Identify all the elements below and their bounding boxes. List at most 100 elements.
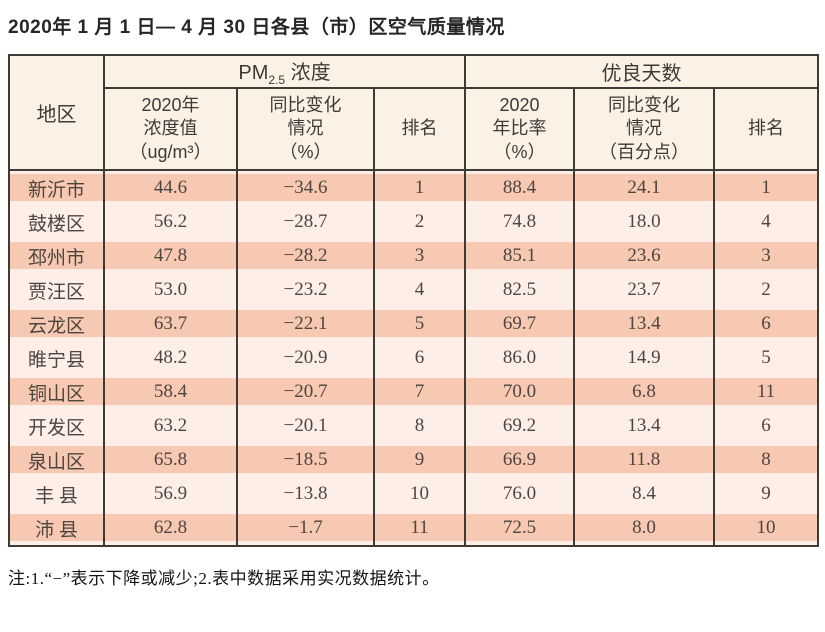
- cell-pm25-change: −20.1: [236, 409, 375, 443]
- header-group-pm25: PM2.5 浓度: [102, 54, 467, 89]
- cell-pm25-change: −1.7: [236, 511, 375, 546]
- cell-good-rate: 66.9: [464, 443, 576, 477]
- table-row: 鼓楼区 56.2 −28.7 2 74.8 18.0 4: [8, 205, 820, 239]
- cell-pm25-rank: 8: [372, 409, 467, 443]
- cell-good-rank: 1: [713, 170, 820, 205]
- pm25-label-suffix: 浓度: [285, 62, 331, 84]
- cell-region: 贾汪区: [8, 273, 105, 307]
- table-row: 云龙区 63.7 −22.1 5 69.7 13.4 6: [8, 307, 820, 341]
- cell-pm25-rank: 11: [372, 511, 467, 546]
- cell-good-rank: 10: [713, 511, 820, 546]
- header-group-row: 地区 PM2.5 浓度 优良天数: [8, 54, 820, 171]
- cell-good-rank: 11: [713, 375, 820, 409]
- cell-good-change: 11.8: [573, 443, 716, 477]
- cell-pm25-rank: 10: [372, 477, 467, 511]
- header-region: 地区: [8, 54, 105, 171]
- cell-pm25-rank: 5: [372, 307, 467, 341]
- cell-pm25-change: −20.9: [236, 341, 375, 375]
- cell-good-change: 23.7: [573, 273, 716, 307]
- cell-good-rate: 85.1: [464, 239, 576, 273]
- cell-pm25-value: 47.8: [103, 239, 238, 273]
- cell-good-rate: 86.0: [464, 341, 576, 375]
- cell-good-rank: 8: [713, 443, 820, 477]
- cell-good-change: 18.0: [573, 205, 716, 239]
- cell-good-change: 24.1: [573, 170, 716, 205]
- pm25-label-prefix: PM: [238, 62, 269, 84]
- air-quality-table: 地区 PM2.5 浓度 优良天数 2020年 浓度值 （ug/m³） 同比变化 …: [8, 54, 820, 547]
- cell-pm25-rank: 7: [372, 375, 467, 409]
- cell-pm25-value: 62.8: [103, 511, 238, 546]
- table-row: 开发区 63.2 −20.1 8 69.2 13.4 6: [8, 409, 820, 443]
- cell-good-change: 23.6: [573, 239, 716, 273]
- table-row: 邳州市 47.8 −28.2 3 85.1 23.6 3: [8, 239, 820, 273]
- cell-pm25-change: −23.2: [236, 273, 375, 307]
- table-row: 铜山区 58.4 −20.7 7 70.0 6.8 11: [8, 375, 820, 409]
- cell-pm25-value: 53.0: [103, 273, 238, 307]
- cell-good-rank: 3: [713, 239, 820, 273]
- cell-region: 沛 县: [8, 511, 105, 546]
- cell-pm25-rank: 3: [372, 239, 467, 273]
- table-row: 沛 县 62.8 −1.7 11 72.5 8.0 10: [8, 511, 820, 546]
- cell-good-rank: 6: [713, 409, 820, 443]
- cell-good-rate: 69.2: [464, 409, 576, 443]
- cell-pm25-value: 56.2: [103, 205, 238, 239]
- footnote: 注:1.“−”表示下降或减少;2.表中数据采用实况数据统计。: [8, 569, 440, 588]
- cell-good-change: 13.4: [573, 409, 716, 443]
- table-header: 地区 PM2.5 浓度 优良天数 2020年 浓度值 （ug/m³） 同比变化 …: [8, 54, 820, 171]
- header-pm25-value: 2020年 浓度值 （ug/m³）: [103, 87, 238, 171]
- cell-good-change: 8.4: [573, 477, 716, 511]
- cell-good-rate: 72.5: [464, 511, 576, 546]
- cell-good-rank: 5: [713, 341, 820, 375]
- pm25-label-subscript: 2.5: [268, 73, 286, 87]
- cell-good-rank: 6: [713, 307, 820, 341]
- cell-pm25-change: −28.2: [236, 239, 375, 273]
- table-row: 贾汪区 53.0 −23.2 4 82.5 23.7 2: [8, 273, 820, 307]
- cell-good-change: 13.4: [573, 307, 716, 341]
- header-good-rank: 排名: [713, 87, 820, 171]
- cell-good-rank: 2: [713, 273, 820, 307]
- page-title: 2020年 1 月 1 日— 4 月 30 日各县（市）区空气质量情况: [8, 17, 505, 38]
- header-sub-row: 2020年 浓度值 （ug/m³） 同比变化 情况 （%） 排名 2020 年比…: [9, 87, 820, 171]
- cell-region: 丰 县: [8, 477, 105, 511]
- cell-pm25-change: −18.5: [236, 443, 375, 477]
- cell-pm25-rank: 1: [372, 170, 467, 205]
- cell-region: 泉山区: [8, 443, 105, 477]
- cell-good-change: 14.9: [573, 341, 716, 375]
- cell-region: 邳州市: [8, 239, 105, 273]
- header-good-change: 同比变化 情况 （百分点）: [573, 87, 716, 171]
- cell-good-rate: 76.0: [464, 477, 576, 511]
- header-pm25-change: 同比变化 情况 （%）: [236, 87, 375, 171]
- cell-good-rate: 70.0: [464, 375, 576, 409]
- header-good-rate: 2020 年比率 （%）: [464, 87, 576, 171]
- cell-pm25-change: −20.7: [236, 375, 375, 409]
- cell-pm25-change: −22.1: [236, 307, 375, 341]
- cell-pm25-rank: 9: [372, 443, 467, 477]
- cell-pm25-rank: 4: [372, 273, 467, 307]
- cell-good-rate: 69.7: [464, 307, 576, 341]
- cell-region: 云龙区: [8, 307, 105, 341]
- table-row: 新沂市 44.6 −34.6 1 88.4 24.1 1: [8, 170, 820, 205]
- table-row: 睢宁县 48.2 −20.9 6 86.0 14.9 5: [8, 341, 820, 375]
- cell-pm25-change: −28.7: [236, 205, 375, 239]
- cell-pm25-value: 63.7: [103, 307, 238, 341]
- header-pm25-rank: 排名: [372, 87, 467, 171]
- table-row: 泉山区 65.8 −18.5 9 66.9 11.8 8: [8, 443, 820, 477]
- cell-pm25-value: 56.9: [103, 477, 238, 511]
- cell-good-change: 6.8: [573, 375, 716, 409]
- table-row: 丰 县 56.9 −13.8 10 76.0 8.4 9: [8, 477, 820, 511]
- cell-pm25-change: −34.6: [236, 170, 375, 205]
- cell-pm25-rank: 2: [372, 205, 467, 239]
- cell-good-rate: 74.8: [464, 205, 576, 239]
- cell-region: 铜山区: [8, 375, 105, 409]
- cell-good-rate: 88.4: [464, 170, 576, 205]
- cell-pm25-value: 63.2: [103, 409, 238, 443]
- cell-pm25-rank: 6: [372, 341, 467, 375]
- cell-pm25-value: 44.6: [103, 170, 238, 205]
- cell-region: 鼓楼区: [8, 205, 105, 239]
- cell-region: 睢宁县: [8, 341, 105, 375]
- cell-pm25-value: 58.4: [103, 375, 238, 409]
- cell-good-rank: 4: [713, 205, 820, 239]
- cell-good-rank: 9: [713, 477, 820, 511]
- table-body: 新沂市 44.6 −34.6 1 88.4 24.1 1 鼓楼区 56.2 −28.7 2 74.8 1…: [8, 170, 820, 546]
- cell-pm25-value: 48.2: [103, 341, 238, 375]
